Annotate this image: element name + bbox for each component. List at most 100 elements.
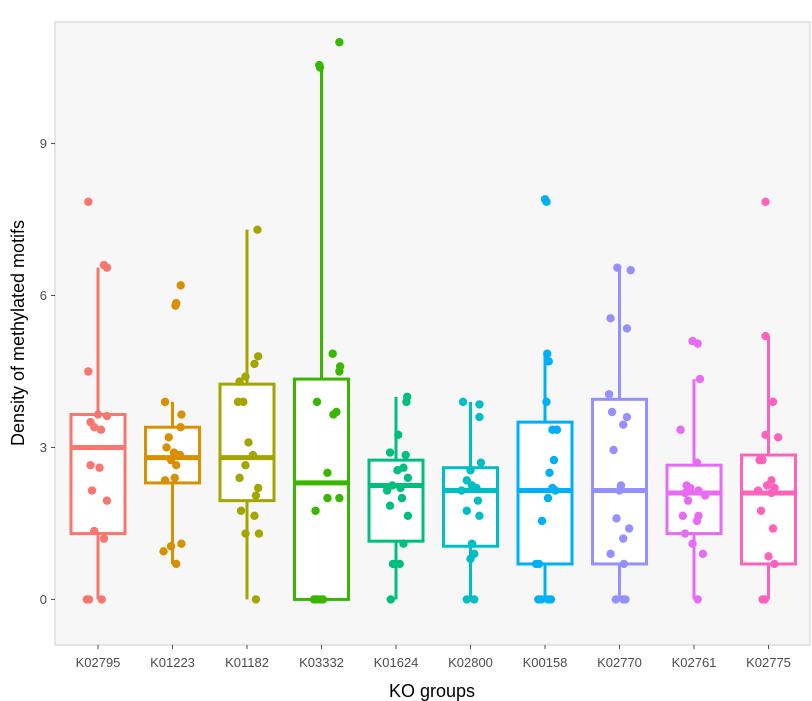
data-point: [613, 263, 622, 272]
data-point: [688, 539, 697, 548]
data-point: [253, 352, 263, 361]
data-point: [700, 491, 710, 500]
data-point: [172, 559, 181, 569]
data-point: [609, 445, 618, 455]
data-point: [90, 423, 99, 432]
data-point: [171, 301, 180, 310]
data-point: [99, 534, 109, 543]
data-point: [611, 595, 620, 604]
data-point: [159, 547, 168, 556]
data-point: [84, 595, 94, 604]
data-point: [388, 481, 397, 490]
data-point: [315, 63, 325, 72]
x-tick-label: K00158: [523, 655, 568, 670]
data-point: [680, 529, 690, 538]
y-tick-label: 0: [40, 592, 47, 607]
data-point: [386, 595, 395, 604]
data-point: [475, 412, 484, 422]
data-point: [619, 420, 628, 429]
data-point: [328, 349, 337, 358]
data-point: [472, 483, 481, 493]
data-point: [604, 390, 614, 399]
data-point: [87, 486, 97, 495]
data-point: [549, 455, 559, 465]
data-point: [768, 397, 778, 407]
data-point: [761, 331, 770, 341]
data-point: [177, 410, 186, 419]
points-K02761: [676, 336, 710, 604]
box-iqr: [69, 413, 127, 536]
data-point: [544, 357, 553, 366]
data-point: [176, 281, 185, 290]
data-point: [248, 450, 258, 460]
data-point: [323, 468, 332, 477]
data-point: [86, 460, 95, 470]
data-point: [250, 359, 259, 369]
data-point: [170, 473, 179, 483]
data-point: [96, 425, 106, 434]
y-axis: 0 3 6 9: [40, 136, 55, 607]
data-point: [695, 374, 705, 384]
x-tick-label: K02800: [448, 655, 493, 670]
y-tick-label: 6: [40, 288, 47, 303]
data-point: [393, 466, 402, 475]
data-point: [545, 468, 554, 477]
data-point: [458, 397, 468, 407]
data-point: [396, 483, 405, 493]
data-point: [323, 493, 332, 503]
data-point: [176, 423, 185, 432]
data-point: [619, 534, 628, 543]
data-point: [312, 397, 322, 407]
data-point: [693, 339, 702, 348]
data-point: [767, 488, 776, 498]
data-point: [466, 554, 475, 564]
points-K01223: [159, 281, 186, 569]
data-point: [335, 367, 344, 376]
data-point: [233, 397, 243, 407]
data-point: [758, 455, 767, 465]
data-point: [612, 514, 621, 523]
data-point: [548, 425, 557, 434]
data-point: [761, 197, 770, 207]
points-K01182: [233, 225, 264, 604]
data-point: [462, 476, 471, 485]
data-point: [683, 496, 693, 505]
data-point: [762, 481, 772, 490]
data-point: [542, 197, 551, 207]
data-point: [622, 412, 632, 422]
data-point: [175, 450, 185, 460]
data-point: [694, 486, 703, 495]
points-K02770: [604, 263, 635, 604]
data-point: [251, 595, 261, 604]
data-point: [93, 410, 103, 419]
box-K00158: [516, 353, 574, 600]
box-iqr: [144, 425, 201, 485]
data-point: [399, 539, 408, 548]
x-tick-label: K02770: [597, 655, 642, 670]
data-point: [758, 595, 767, 604]
data-point: [462, 506, 471, 515]
data-point: [403, 473, 413, 483]
box-K01223: [144, 401, 201, 564]
x-tick-label: K02795: [76, 655, 121, 670]
data-point: [160, 476, 170, 485]
data-point: [311, 506, 320, 515]
data-point: [678, 511, 688, 521]
data-point: [253, 483, 263, 493]
data-point: [235, 473, 244, 483]
data-point: [764, 552, 773, 561]
data-point: [84, 197, 93, 207]
data-point: [692, 458, 702, 467]
box-iqr: [516, 420, 574, 566]
data-point: [329, 410, 338, 419]
data-point: [395, 559, 404, 569]
data-point: [172, 460, 181, 470]
data-point: [537, 516, 547, 526]
data-point: [756, 506, 766, 515]
data-point: [177, 539, 186, 548]
data-point: [166, 455, 176, 465]
y-axis-title: Density of methylated motifs: [8, 220, 28, 446]
data-point: [457, 486, 466, 495]
box-iqr: [740, 453, 797, 566]
data-point: [473, 496, 483, 505]
